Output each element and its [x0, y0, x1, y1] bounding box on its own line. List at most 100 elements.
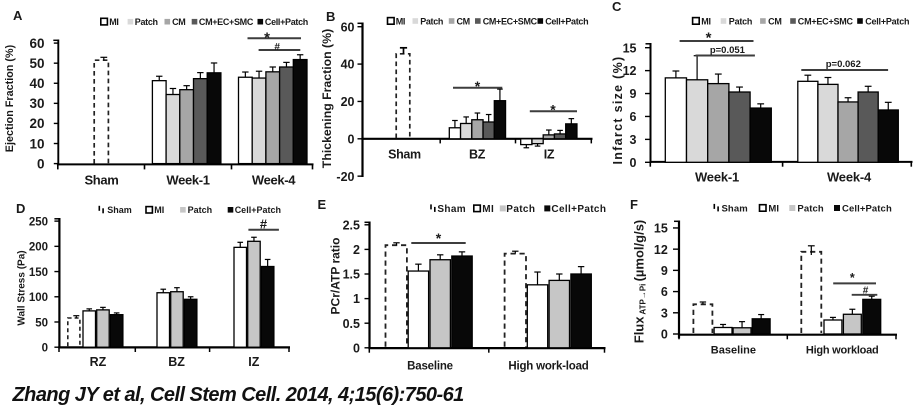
svg-text:Sham: Sham [84, 173, 118, 188]
svg-text:CM+EC+SMC: CM+EC+SMC [483, 17, 538, 27]
svg-text:#: # [260, 217, 268, 232]
svg-text:C: C [612, 0, 622, 14]
svg-text:F: F [630, 197, 638, 212]
svg-text:BZ: BZ [469, 147, 486, 161]
svg-text:250: 250 [29, 216, 48, 228]
svg-text:3: 3 [661, 306, 668, 320]
svg-text:#: # [863, 286, 869, 297]
svg-text:Zhang JY et al, Cell Stem Cell: Zhang JY et al, Cell Stem Cell. 2014, 4;… [12, 384, 465, 406]
svg-text:B: B [326, 9, 335, 24]
svg-text:6: 6 [661, 285, 668, 299]
svg-text:Patch: Patch [797, 203, 823, 214]
svg-text:*: * [475, 78, 481, 94]
svg-text:30: 30 [29, 96, 44, 111]
svg-text:MI: MI [482, 204, 494, 215]
svg-text:Patch: Patch [135, 17, 158, 27]
svg-text:50: 50 [35, 317, 48, 329]
svg-text:60: 60 [341, 20, 355, 34]
svg-text:12: 12 [654, 243, 668, 257]
svg-text:Cell+Patch: Cell+Patch [265, 17, 308, 27]
svg-text:0.5: 0.5 [343, 317, 360, 331]
svg-text:CM+EC+SMC: CM+EC+SMC [798, 17, 854, 27]
svg-text:2.5: 2.5 [343, 218, 360, 232]
svg-text:Cell+Patch: Cell+Patch [235, 205, 281, 215]
svg-text:Ejection Fraction (%): Ejection Fraction (%) [4, 44, 16, 152]
svg-text:Thickening Fraction (%): Thickening Fraction (%) [320, 29, 334, 168]
svg-text:6: 6 [630, 110, 637, 124]
svg-text:9: 9 [661, 264, 668, 278]
svg-text:Week-1: Week-1 [695, 169, 739, 184]
svg-text:10: 10 [29, 136, 44, 151]
svg-text:0: 0 [42, 343, 48, 355]
svg-text:Patch: Patch [420, 17, 443, 27]
svg-text:Patch: Patch [188, 205, 213, 215]
svg-text:9: 9 [630, 87, 637, 101]
svg-text:High workload: High workload [806, 345, 879, 357]
svg-text:RZ: RZ [90, 355, 107, 369]
svg-text:Patch: Patch [729, 17, 752, 27]
svg-text:Sham: Sham [107, 205, 132, 215]
svg-text:12: 12 [623, 64, 637, 78]
svg-text:IZ: IZ [248, 355, 259, 369]
svg-text:Cell+Patch: Cell+Patch [545, 17, 588, 27]
svg-text:Infarct size (%): Infarct size (%) [611, 55, 625, 164]
svg-text:20: 20 [341, 95, 355, 109]
svg-text:Baseline: Baseline [407, 360, 453, 372]
svg-text:Patch: Patch [506, 204, 535, 215]
svg-text:3: 3 [630, 133, 637, 147]
svg-text:*: * [706, 30, 712, 47]
svg-text:PCr/ATP ratio: PCr/ATP ratio [328, 238, 342, 315]
svg-text:50: 50 [29, 56, 44, 71]
svg-text:MI: MI [109, 17, 118, 27]
svg-text:BZ: BZ [168, 355, 185, 369]
svg-text:MI: MI [154, 205, 164, 215]
svg-text:Cell+Patch: Cell+Patch [865, 17, 909, 27]
svg-text:Week-4: Week-4 [252, 173, 296, 188]
svg-text:p=0.062: p=0.062 [826, 59, 861, 70]
svg-text:15: 15 [654, 222, 668, 236]
svg-text:150: 150 [29, 267, 48, 279]
svg-text:*: * [850, 271, 855, 285]
svg-text:A: A [13, 8, 23, 23]
svg-text:60: 60 [29, 36, 44, 51]
svg-text:20: 20 [29, 116, 44, 131]
svg-text:1.5: 1.5 [343, 268, 360, 282]
svg-text:Sham: Sham [437, 204, 466, 215]
svg-text:MI: MI [768, 203, 779, 214]
svg-text:Baseline: Baseline [711, 345, 756, 357]
svg-text:2: 2 [353, 243, 360, 257]
svg-text:E: E [318, 197, 327, 212]
svg-text:IZ: IZ [544, 147, 555, 161]
svg-text:Week-1: Week-1 [166, 173, 209, 188]
svg-text:0: 0 [348, 132, 355, 146]
svg-text:CM: CM [768, 17, 782, 27]
svg-text:-20: -20 [336, 170, 354, 184]
svg-text:Sham: Sham [388, 147, 421, 161]
svg-text:Week-4: Week-4 [827, 169, 872, 184]
svg-text:Wall Stress (Pa): Wall Stress (Pa) [16, 250, 27, 325]
svg-text:D: D [16, 201, 25, 216]
svg-text:MI: MI [701, 17, 711, 27]
svg-text:0: 0 [353, 341, 360, 355]
svg-text:CM+EC+SMC: CM+EC+SMC [199, 17, 254, 27]
svg-text:100: 100 [29, 292, 48, 304]
svg-text:Sham: Sham [722, 203, 748, 214]
svg-text:Cell+Patch: Cell+Patch [842, 203, 892, 214]
svg-text:40: 40 [341, 58, 355, 72]
svg-text:15: 15 [623, 41, 637, 55]
svg-text:*: * [264, 30, 270, 47]
svg-text:*: * [550, 101, 556, 117]
svg-text:CM: CM [172, 17, 185, 27]
svg-text:#: # [274, 42, 280, 53]
svg-text:High work-load: High work-load [508, 360, 588, 372]
svg-text:1: 1 [353, 292, 360, 306]
svg-text:p=0.051: p=0.051 [710, 45, 746, 56]
svg-text:*: * [436, 230, 442, 246]
svg-text:40: 40 [29, 76, 44, 91]
svg-text:200: 200 [29, 242, 48, 254]
svg-text:CM: CM [457, 17, 470, 27]
svg-text:Flux ATP→Pi (µmol/g/s): Flux ATP→Pi (µmol/g/s) [631, 220, 647, 344]
svg-text:Cell+Patch: Cell+Patch [551, 204, 606, 215]
svg-text:MI: MI [396, 17, 405, 27]
svg-text:0: 0 [661, 328, 668, 342]
